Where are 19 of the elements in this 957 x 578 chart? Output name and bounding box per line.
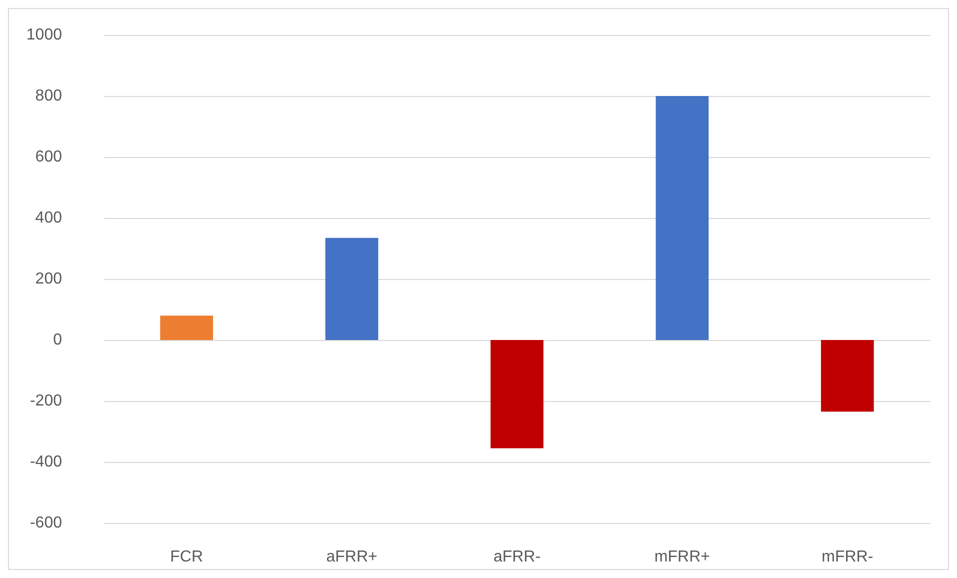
y-tick-label: 600 <box>35 148 62 166</box>
x-tick-label: mFRR- <box>822 548 874 566</box>
bar <box>325 238 378 340</box>
y-tick-label: -200 <box>30 392 62 410</box>
y-tick-label: -400 <box>30 454 62 470</box>
bar <box>820 340 874 412</box>
x-tick-label: aFRR- <box>493 548 541 566</box>
y-tick-label: 800 <box>35 88 62 104</box>
x-tick-label: mFRR+ <box>654 548 710 566</box>
x-tick-label: FCR <box>170 548 204 566</box>
x-tick-label: aFRR+ <box>326 548 378 566</box>
bar <box>490 340 544 448</box>
bar <box>656 96 709 340</box>
y-tick-label: 0 <box>53 332 62 348</box>
y-tick-label: -600 <box>30 514 62 532</box>
bar <box>160 316 214 340</box>
y-tick-label: 1000 <box>26 26 62 44</box>
y-tick-label: 400 <box>35 210 62 226</box>
y-tick-label: 200 <box>35 270 62 288</box>
